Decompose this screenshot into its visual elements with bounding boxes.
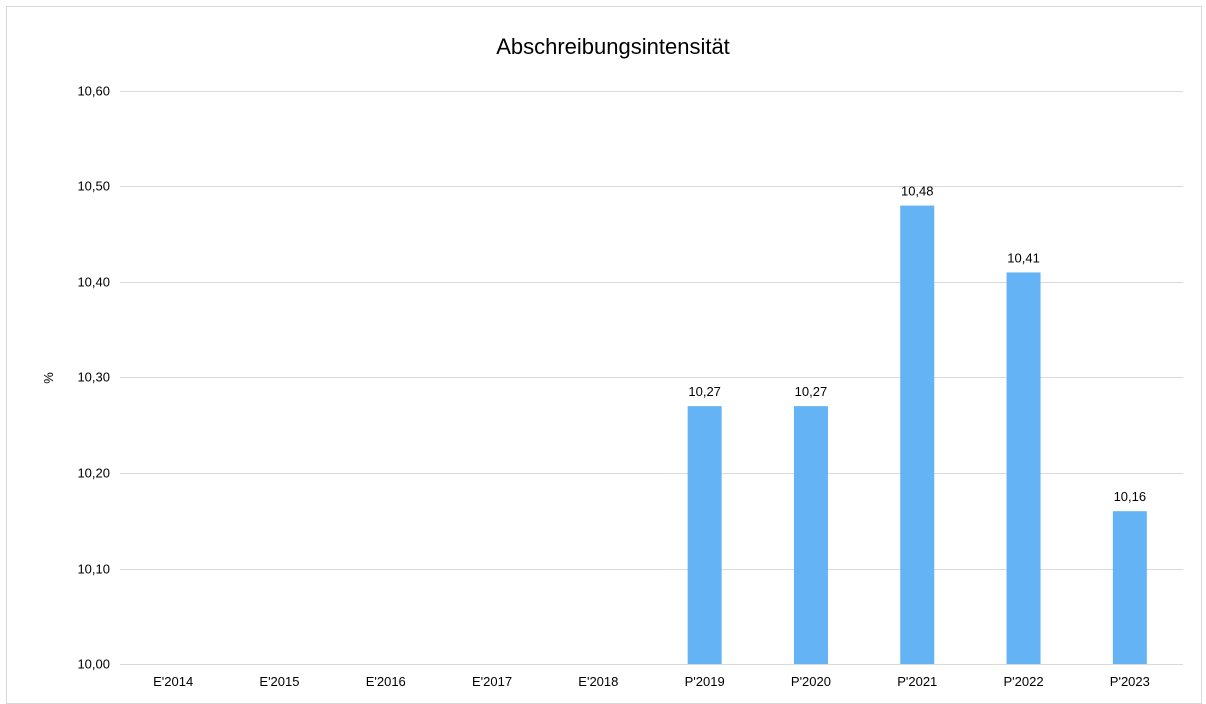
data-label: 10,27 <box>688 384 721 399</box>
y-tick-label: 10,40 <box>77 275 110 290</box>
x-tick-label: E'2015 <box>259 674 299 689</box>
y-tick-label: 10,00 <box>77 657 110 672</box>
y-tick-label: 10,60 <box>77 84 110 99</box>
x-tick-label: E'2014 <box>153 674 193 689</box>
bar <box>1112 511 1147 664</box>
y-tick-label: 10,30 <box>77 370 110 385</box>
y-tick-label: 10,10 <box>77 562 110 577</box>
data-label: 10,41 <box>1007 250 1040 265</box>
data-label: 10,27 <box>795 384 828 399</box>
bar <box>793 406 828 664</box>
bar <box>1006 272 1041 664</box>
x-axis-ticks: E'2014 E'2015 E'2016 E'2017 E'2018 P'2019 P'20… <box>153 674 1150 689</box>
data-label: 10,48 <box>901 184 934 199</box>
x-tick-label: P'2021 <box>897 674 937 689</box>
x-tick-label: P'2020 <box>791 674 831 689</box>
bar <box>687 406 722 664</box>
bar <box>900 205 935 664</box>
gridlines <box>120 91 1183 665</box>
bars <box>687 205 1147 664</box>
x-tick-label: P'2022 <box>1004 674 1044 689</box>
x-tick-label: E'2018 <box>578 674 618 689</box>
data-label: 10,16 <box>1114 489 1147 504</box>
y-axis-label: % <box>41 372 56 384</box>
chart-title: Abschreibungsintensität <box>496 34 730 59</box>
x-tick-label: E'2017 <box>472 674 512 689</box>
x-tick-label: P'2023 <box>1110 674 1150 689</box>
x-tick-label: P'2019 <box>685 674 725 689</box>
y-tick-label: 10,20 <box>77 466 110 481</box>
x-tick-label: E'2016 <box>366 674 406 689</box>
y-axis-ticks: 10,00 10,10 10,20 10,30 10,40 10,50 10,60 <box>77 84 110 672</box>
data-labels: 10,27 10,27 10,48 10,41 10,16 <box>688 184 1146 505</box>
y-tick-label: 10,50 <box>77 179 110 194</box>
